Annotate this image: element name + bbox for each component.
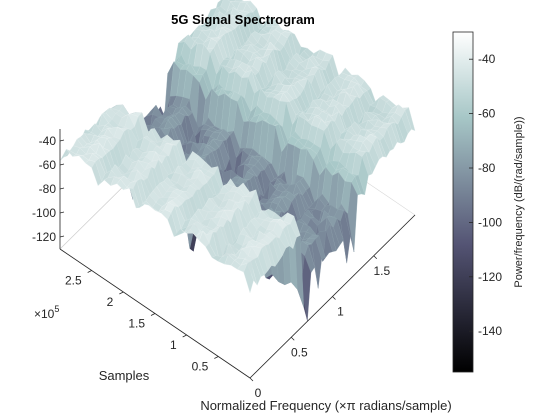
- colorbar-ticks: -40 -60 -80 -100 -120 -140: [469, 52, 502, 338]
- y-multiplier: ×105: [34, 304, 59, 321]
- z-tick-mark: [60, 164, 64, 165]
- x-tick-mark: [291, 337, 294, 340]
- chart-title: 5G Signal Spectrogram: [171, 12, 315, 27]
- y-tick-label: 0.5: [192, 360, 209, 374]
- z-tick-mark: [60, 236, 64, 237]
- colorbar-tick-label: -100: [478, 215, 502, 229]
- colorbar-gradient: [453, 32, 473, 372]
- z-tick-label: -40: [39, 134, 57, 148]
- colorbar-label: Power/frequency (dB/(rad/sample)): [513, 116, 525, 287]
- z-tick-mark: [60, 188, 64, 189]
- y-tick-mark: [183, 335, 187, 337]
- z-tick-label: -80: [39, 182, 57, 196]
- y-tick-label: 2.5: [65, 274, 82, 288]
- y-tick-mark: [88, 271, 92, 273]
- z-tick-label: -100: [32, 206, 56, 220]
- y-tick-label: 1.5: [128, 317, 145, 331]
- x-tick-mark: [374, 256, 377, 259]
- colorbar-tick-label: -120: [478, 270, 502, 284]
- colorbar-tick-label: -60: [478, 107, 496, 121]
- y-axis-label: Samples: [99, 368, 150, 383]
- colorbar-tick-label: -140: [478, 324, 502, 338]
- y-tick-label: 1: [170, 338, 177, 352]
- x-tick-mark: [333, 297, 336, 300]
- colorbar-tick-label: -80: [478, 161, 496, 175]
- x-axis-label: Normalized Frequency (×π radians/sample): [200, 398, 451, 413]
- z-axis-ticks: -40 -60 -80 -100 -120: [32, 134, 64, 244]
- colorbar-tick-label: -40: [478, 52, 496, 66]
- x-tick-label: 1: [337, 305, 344, 319]
- z-tick-mark: [60, 140, 64, 141]
- y-tick-label: 2: [107, 295, 114, 309]
- y-tick-mark: [119, 292, 123, 294]
- y-tick-mark: [214, 357, 218, 359]
- y-multiplier-exponent: 5: [54, 304, 59, 314]
- z-tick-label: -60: [39, 158, 57, 172]
- y-tick-mark: [151, 314, 155, 316]
- z-tick-label: -120: [32, 230, 56, 244]
- colorbar: -40 -60 -80 -100 -120 -140 Power/frequency (d…: [453, 32, 525, 372]
- x-tick-mark: [250, 378, 253, 381]
- z-tick-mark: [60, 212, 64, 213]
- y-multiplier-base: ×10: [34, 307, 55, 321]
- x-tick-label: 0.5: [291, 345, 308, 359]
- x-tick-label: 1.5: [373, 264, 390, 278]
